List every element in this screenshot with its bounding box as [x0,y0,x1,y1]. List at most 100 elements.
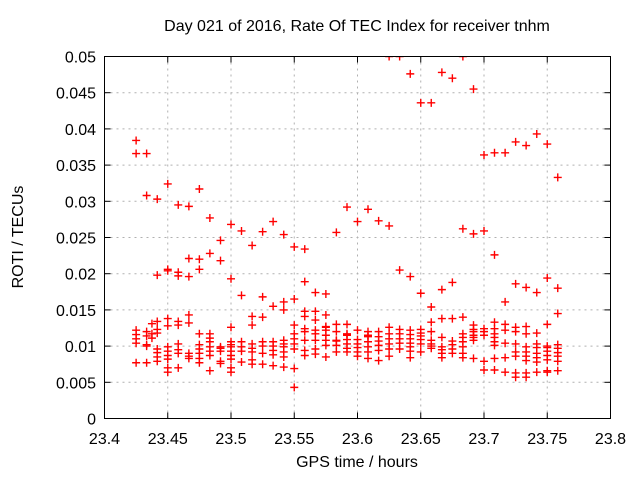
data-point [511,373,520,382]
data-point [290,321,299,330]
data-point [364,354,372,363]
y-tick-label: 0.035 [56,158,96,175]
data-point [184,318,193,327]
data-point [184,202,193,211]
data-point [142,358,151,367]
data-point [248,312,257,321]
data-point [480,226,488,235]
data-point [553,309,562,318]
data-point [153,357,162,366]
data-point [501,297,510,306]
data-point [490,341,499,350]
data-point [216,347,225,356]
data-point [522,356,531,365]
data-point [480,365,488,374]
data-point [501,326,510,335]
data-point [163,321,172,330]
data-point [195,265,204,274]
data-point [205,249,214,258]
data-point [132,149,141,158]
data-point [184,354,193,363]
data-point [321,289,330,298]
data-point [427,98,436,107]
data-point [385,352,394,361]
data-point [142,342,151,351]
data-point [163,314,172,323]
data-point [395,344,404,353]
data-point [480,331,488,340]
data-point [174,200,183,209]
data-point [290,242,299,251]
data-point [227,220,235,229]
data-point [406,272,415,281]
data-point [501,368,510,377]
x-tick-label: 23.75 [527,431,567,448]
data-point [258,292,267,301]
data-point [406,353,415,362]
y-axis-label: ROTI / TECUs [10,186,27,289]
data-point [290,364,299,373]
data-point [480,357,488,366]
data-point [522,283,531,292]
data-point [448,349,457,358]
data-point [279,352,288,361]
data-point [553,284,562,293]
data-point [174,349,183,358]
data-point [374,356,383,365]
data-point [174,271,183,280]
data-point [132,339,141,348]
data-point [427,327,436,336]
data-point [437,68,446,77]
data-point [437,314,446,323]
data-point [332,228,341,237]
data-point [427,303,436,312]
data-point [511,327,520,336]
data-point [258,313,267,322]
data-point [132,358,141,367]
data-point [153,329,162,338]
data-point [311,336,320,345]
data-point [332,320,341,329]
data-point [501,353,510,362]
data-point [532,288,541,297]
x-tick-label: 23.5 [215,431,246,448]
data-point [364,205,372,214]
data-point [132,136,141,145]
data-point [490,365,499,374]
data-point [300,277,309,286]
data-point [416,339,425,348]
data-point [543,368,552,377]
data-point [532,358,541,367]
data-point [195,184,204,193]
data-point [258,342,267,351]
data-point [216,359,225,368]
data-point [205,366,214,375]
data-point [458,224,467,233]
data-point [163,355,172,364]
data-point [522,141,531,150]
data-point [300,336,309,345]
data-point [321,341,330,350]
data-point [163,368,172,377]
data-point [248,321,257,330]
data-point [553,173,562,182]
data-point [469,336,478,345]
data-point [300,312,309,321]
data-point [343,320,351,329]
data-point [163,179,172,188]
data-points-layer [132,56,562,392]
axes-layer: 23.4 23.45 23.5 23.55 23.6 23.65 23.7 23.75 23.8… [56,50,626,449]
y-tick-label: 0.03 [65,194,96,211]
data-point [543,140,552,149]
data-point [290,383,299,392]
data-point [195,255,204,264]
data-point [522,329,531,338]
data-point [416,289,425,298]
data-point [353,326,362,335]
data-point [522,322,531,331]
data-point [269,217,278,226]
data-point [290,295,299,304]
x-tick-label: 23.4 [89,431,120,448]
y-tick-label: 0.02 [65,267,96,284]
